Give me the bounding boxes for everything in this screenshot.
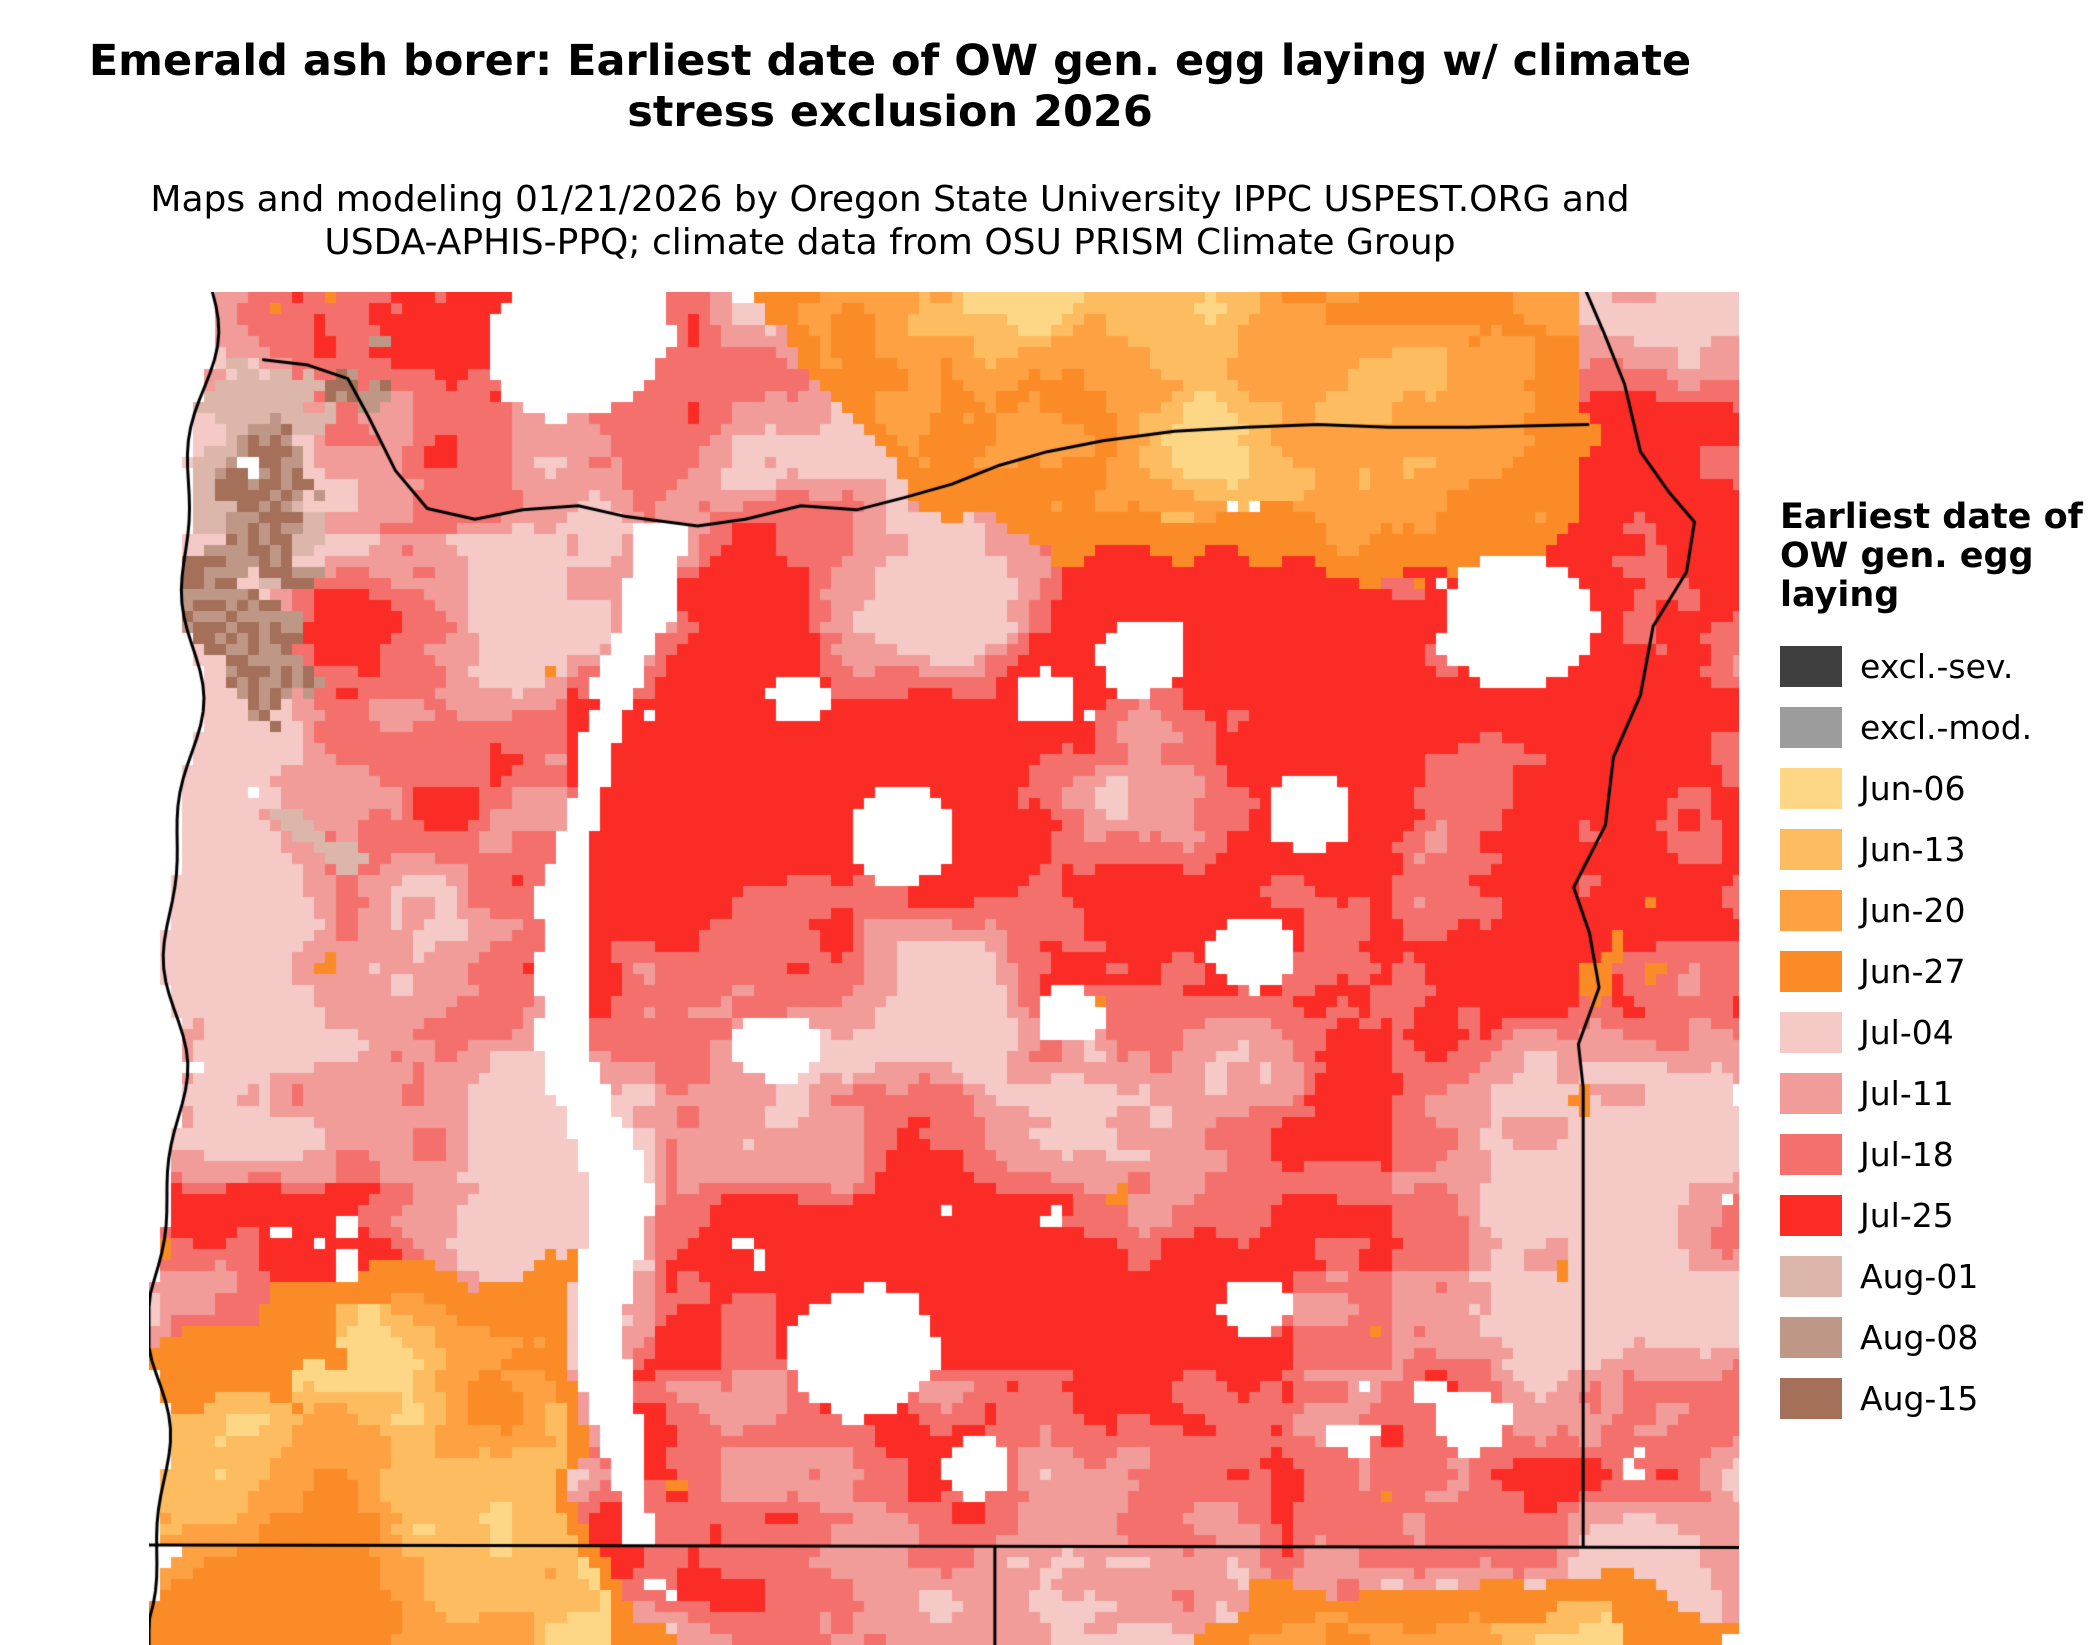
oregon-raster-map bbox=[149, 292, 1739, 1645]
legend-swatch bbox=[1780, 828, 1842, 870]
legend-label: excl.-mod. bbox=[1860, 707, 2033, 747]
legend-swatch bbox=[1780, 1072, 1842, 1114]
legend-label: Aug-15 bbox=[1860, 1378, 1979, 1418]
legend-item: excl.-mod. bbox=[1780, 697, 2100, 758]
legend-label: Aug-01 bbox=[1860, 1256, 1979, 1296]
legend-label: Jul-11 bbox=[1860, 1073, 1954, 1113]
legend-label: Jul-25 bbox=[1860, 1195, 1954, 1235]
legend-swatch bbox=[1780, 645, 1842, 687]
legend-item: Jun-27 bbox=[1780, 941, 2100, 1002]
legend-swatch bbox=[1780, 706, 1842, 748]
legend-item: Aug-01 bbox=[1780, 1246, 2100, 1307]
legend-label: Jul-04 bbox=[1860, 1012, 1954, 1052]
legend-swatch bbox=[1780, 1255, 1842, 1297]
legend-swatch bbox=[1780, 1011, 1842, 1053]
legend-swatch bbox=[1780, 1133, 1842, 1175]
legend-item: Aug-15 bbox=[1780, 1368, 2100, 1429]
legend-swatch bbox=[1780, 1194, 1842, 1236]
legend-item: Jun-06 bbox=[1780, 758, 2100, 819]
legend-label: Jun-20 bbox=[1860, 890, 1966, 930]
legend-label: Aug-08 bbox=[1860, 1317, 1979, 1357]
page-title: Emerald ash borer: Earliest date of OW g… bbox=[88, 36, 1692, 137]
legend-swatch bbox=[1780, 767, 1842, 809]
legend-swatch bbox=[1780, 889, 1842, 931]
legend-item: excl.-sev. bbox=[1780, 636, 2100, 697]
legend-item: Jul-04 bbox=[1780, 1002, 2100, 1063]
legend-item: Jun-20 bbox=[1780, 880, 2100, 941]
legend-swatch bbox=[1780, 1377, 1842, 1419]
legend-items: excl.-sev. excl.-mod. Jun-06 Jun-13 Jun-20 Ju… bbox=[1780, 636, 2100, 1429]
legend-label: Jul-18 bbox=[1860, 1134, 1954, 1174]
legend-label: Jun-27 bbox=[1860, 951, 1966, 991]
legend-label: Jun-06 bbox=[1860, 768, 1966, 808]
legend-label: excl.-sev. bbox=[1860, 646, 2014, 686]
figure-subtitle: Maps and modeling 01/21/2026 by Oregon S… bbox=[150, 179, 1630, 264]
legend-item: Jul-25 bbox=[1780, 1185, 2100, 1246]
legend-swatch bbox=[1780, 1316, 1842, 1358]
legend-title: Earliest date of OW gen. egg laying bbox=[1780, 497, 2083, 616]
legend-item: Jun-13 bbox=[1780, 819, 2100, 880]
legend-swatch bbox=[1780, 950, 1842, 992]
legend-item: Jul-11 bbox=[1780, 1063, 2100, 1124]
legend-item: Jul-18 bbox=[1780, 1124, 2100, 1185]
legend: Earliest date of OW gen. egg laying excl… bbox=[1780, 497, 2100, 1429]
legend-item: Aug-08 bbox=[1780, 1307, 2100, 1368]
legend-label: Jun-13 bbox=[1860, 829, 1966, 869]
